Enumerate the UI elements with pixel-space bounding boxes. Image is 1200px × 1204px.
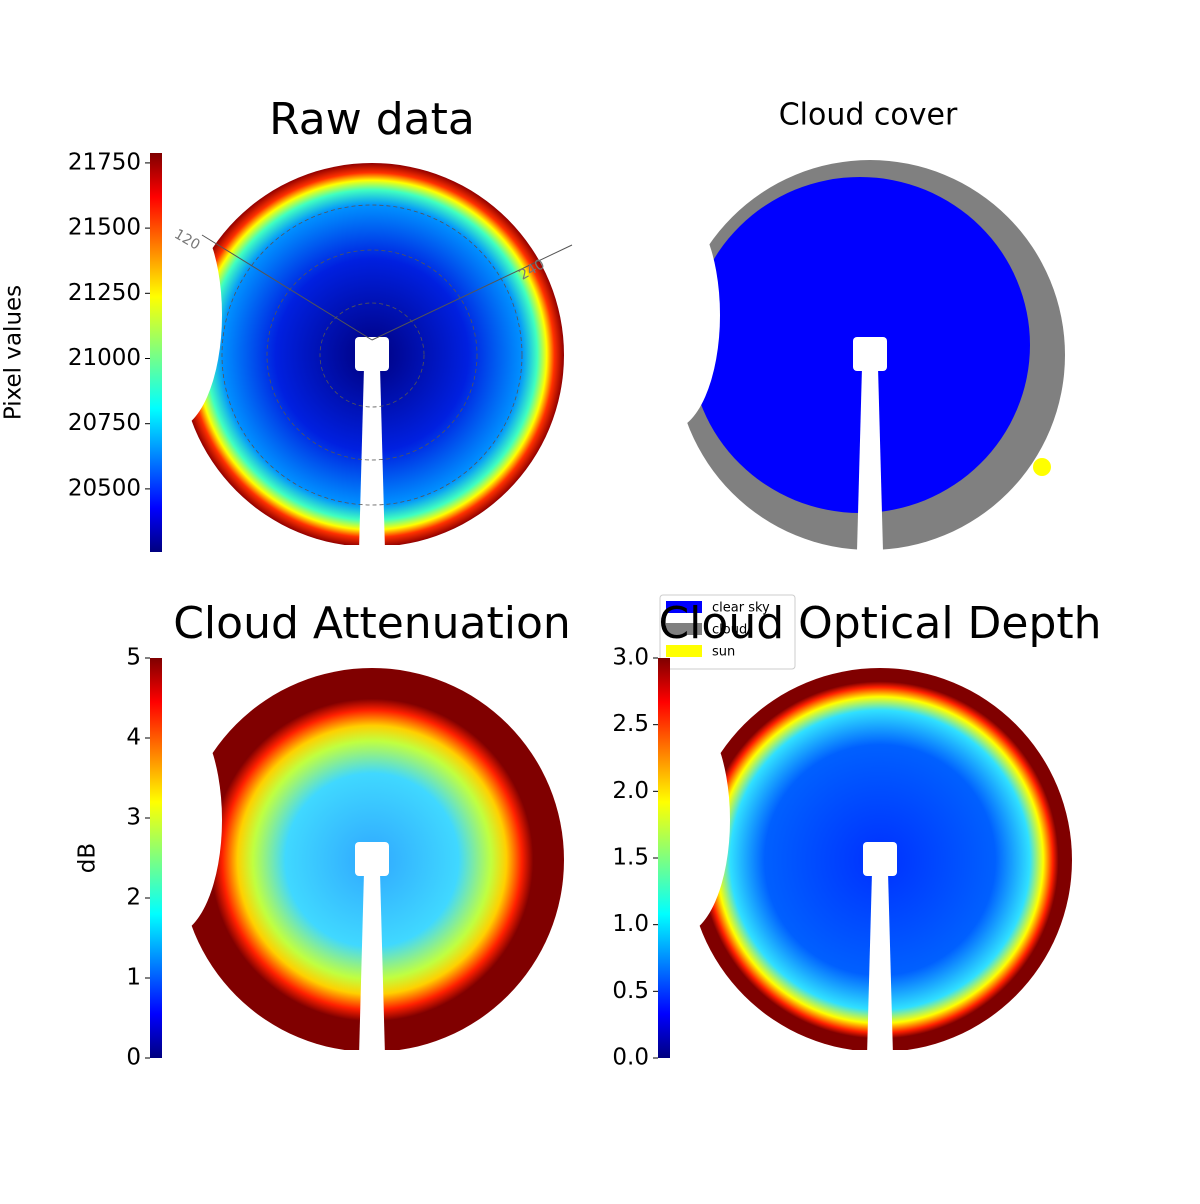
- legend-label: cloud: [712, 623, 747, 638]
- colorbar-tick-label: 20750: [68, 410, 141, 436]
- panel-title: Cloud Attenuation: [173, 598, 571, 649]
- colorbar-tick-label: 0.0: [612, 1045, 649, 1071]
- colorbar-label: Pixel values: [1, 285, 27, 420]
- polar-axis: [371, 244, 573, 341]
- mast: [867, 872, 893, 1056]
- colorbar-tick-label: 5: [126, 645, 141, 671]
- mast: [359, 367, 385, 551]
- colorbar-label: dB: [75, 843, 101, 873]
- colorbar-tick-label: 21750: [68, 149, 141, 175]
- polar-grid: [319, 302, 425, 408]
- mast: [359, 872, 385, 1056]
- colorbar-tick-label: 1.0: [612, 911, 649, 937]
- colorbar-tick-label: 2.0: [612, 778, 649, 804]
- mast-head: [863, 842, 897, 876]
- legend-swatch: [666, 623, 702, 635]
- polar-axis: [201, 234, 373, 341]
- image-bottom-cut: [172, 545, 572, 565]
- colorbar-tick-label: 21250: [68, 280, 141, 306]
- image-bottom-cut: [670, 550, 1070, 570]
- mast-head: [853, 337, 887, 371]
- mast: [857, 367, 883, 551]
- colorbar-tick-label: 1.5: [612, 845, 649, 871]
- colorbar-tick-label: 2: [126, 885, 141, 911]
- legend-label: clear sky: [712, 601, 770, 616]
- colorbar-tick-label: 3: [126, 805, 141, 831]
- colorbar-tick-label: 21500: [68, 215, 141, 241]
- colorbar-tick-label: 0.5: [612, 978, 649, 1004]
- image-cutout: [630, 705, 730, 935]
- colorbar: [150, 153, 162, 552]
- colorbar: [658, 658, 670, 1058]
- colorbar-tick-label: 1: [126, 965, 141, 991]
- polar-grid: [221, 204, 523, 506]
- colorbar-tick-label: 21000: [68, 345, 141, 371]
- panel-title: Cloud cover: [779, 98, 958, 133]
- mast-head: [355, 337, 389, 371]
- colorbar-tick-label: 20500: [68, 475, 141, 501]
- image-cutout: [620, 200, 720, 430]
- colorbar-tick-label: 0: [126, 1045, 141, 1071]
- legend-swatch: [666, 645, 702, 657]
- colorbar-tick-label: 4: [126, 725, 141, 751]
- image-cutout: [122, 705, 222, 935]
- image-cutout: [122, 200, 222, 430]
- image-bottom-cut: [172, 1050, 572, 1070]
- legend-swatch: [666, 601, 702, 613]
- panel-title: Raw data: [269, 94, 475, 145]
- mast-head: [355, 842, 389, 876]
- panel-title: Cloud Optical Depth: [658, 598, 1101, 649]
- colorbar-tick-label: 2.5: [612, 711, 649, 737]
- polar-grid: [266, 249, 478, 461]
- colorbar-tick-label: 3.0: [612, 645, 649, 671]
- sun-position: [1033, 458, 1051, 476]
- image-bottom-cut: [680, 1050, 1080, 1070]
- colorbar: [150, 658, 162, 1058]
- legend-label: sun: [712, 645, 735, 660]
